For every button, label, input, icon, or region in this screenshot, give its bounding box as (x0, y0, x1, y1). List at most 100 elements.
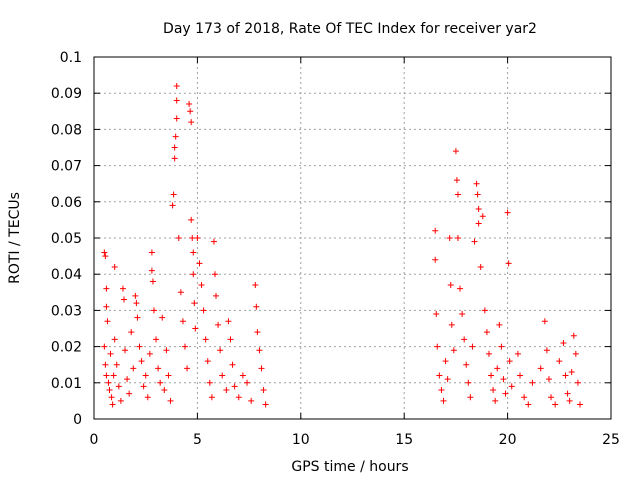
data-point (477, 263, 484, 270)
data-point (173, 115, 180, 122)
data-point (136, 343, 143, 350)
data-point (130, 365, 137, 372)
data-point (490, 387, 497, 394)
data-point (108, 394, 115, 401)
data-point (119, 285, 126, 292)
data-points (101, 82, 583, 408)
data-point (194, 235, 201, 241)
data-point (213, 292, 220, 299)
data-point (189, 235, 196, 241)
y-tick-label: 0.03 (51, 303, 82, 319)
data-point (433, 311, 440, 318)
data-point (196, 260, 203, 267)
x-tick-label: 10 (292, 432, 310, 448)
data-point (142, 372, 149, 379)
y-tick-label: 0.09 (51, 86, 82, 102)
data-point (120, 296, 127, 303)
data-point (448, 321, 455, 328)
x-axis-label: GPS time / hours (291, 459, 408, 475)
data-point (188, 119, 195, 126)
data-point (442, 358, 449, 365)
data-point (434, 343, 441, 350)
data-point (227, 336, 234, 343)
data-point (149, 278, 156, 285)
data-point (244, 379, 251, 386)
data-point (260, 387, 267, 394)
data-point (172, 133, 179, 140)
data-point (492, 397, 499, 404)
data-point (529, 379, 536, 386)
data-point (463, 361, 470, 368)
data-point (202, 336, 209, 343)
data-point (138, 358, 145, 365)
data-point (469, 343, 476, 350)
data-point (252, 282, 259, 289)
data-point (165, 372, 172, 379)
data-point (200, 307, 207, 314)
data-point (173, 97, 180, 104)
data-point (140, 383, 147, 390)
data-point (562, 372, 569, 379)
data-point (101, 343, 108, 350)
data-point (211, 271, 218, 278)
data-point (115, 383, 122, 390)
data-point (124, 376, 131, 383)
data-point (432, 227, 439, 234)
data-point (556, 358, 563, 365)
data-point (161, 387, 168, 394)
axis-ticks (93, 56, 612, 420)
data-point (219, 372, 226, 379)
data-point (111, 336, 118, 343)
data-point (225, 318, 232, 325)
y-tick-label: 0.1 (60, 50, 82, 66)
data-point (190, 271, 197, 278)
data-point (548, 394, 555, 401)
data-point (184, 365, 191, 372)
x-tick-label: 20 (499, 432, 517, 448)
data-point (475, 220, 482, 227)
data-point (461, 336, 468, 343)
data-point (239, 372, 246, 379)
data-point (133, 300, 140, 307)
data-point (104, 318, 111, 325)
y-axis-label: ROTI / TECUs (7, 192, 23, 284)
data-point (111, 263, 118, 270)
data-point (502, 390, 509, 397)
y-tick-label: 0.02 (51, 340, 82, 356)
grid-lines (94, 57, 611, 419)
data-point (438, 387, 445, 394)
data-point (177, 289, 184, 296)
data-point (167, 397, 174, 404)
x-tick-label: 0 (90, 432, 99, 448)
data-point (103, 372, 110, 379)
data-point (525, 401, 532, 408)
data-point (500, 376, 507, 383)
data-point (452, 148, 459, 155)
data-point (453, 177, 460, 184)
data-point (543, 347, 550, 354)
data-point (215, 321, 222, 328)
data-point (576, 401, 583, 408)
data-point (109, 401, 116, 408)
data-point (101, 249, 108, 256)
data-point (134, 314, 141, 321)
data-point (155, 365, 162, 372)
data-point (545, 376, 552, 383)
data-point (235, 394, 242, 401)
data-point (144, 394, 151, 401)
y-tick-label: 0 (73, 412, 82, 428)
data-point (170, 191, 177, 198)
data-point (440, 397, 447, 404)
data-point (206, 379, 213, 386)
data-point (465, 379, 472, 386)
data-point (159, 314, 166, 321)
data-point (498, 343, 505, 350)
data-point (171, 155, 178, 162)
data-point (175, 235, 182, 241)
data-point (148, 267, 155, 274)
data-point (506, 358, 513, 365)
data-point (107, 350, 114, 357)
data-point (254, 329, 261, 336)
data-point (537, 365, 544, 372)
